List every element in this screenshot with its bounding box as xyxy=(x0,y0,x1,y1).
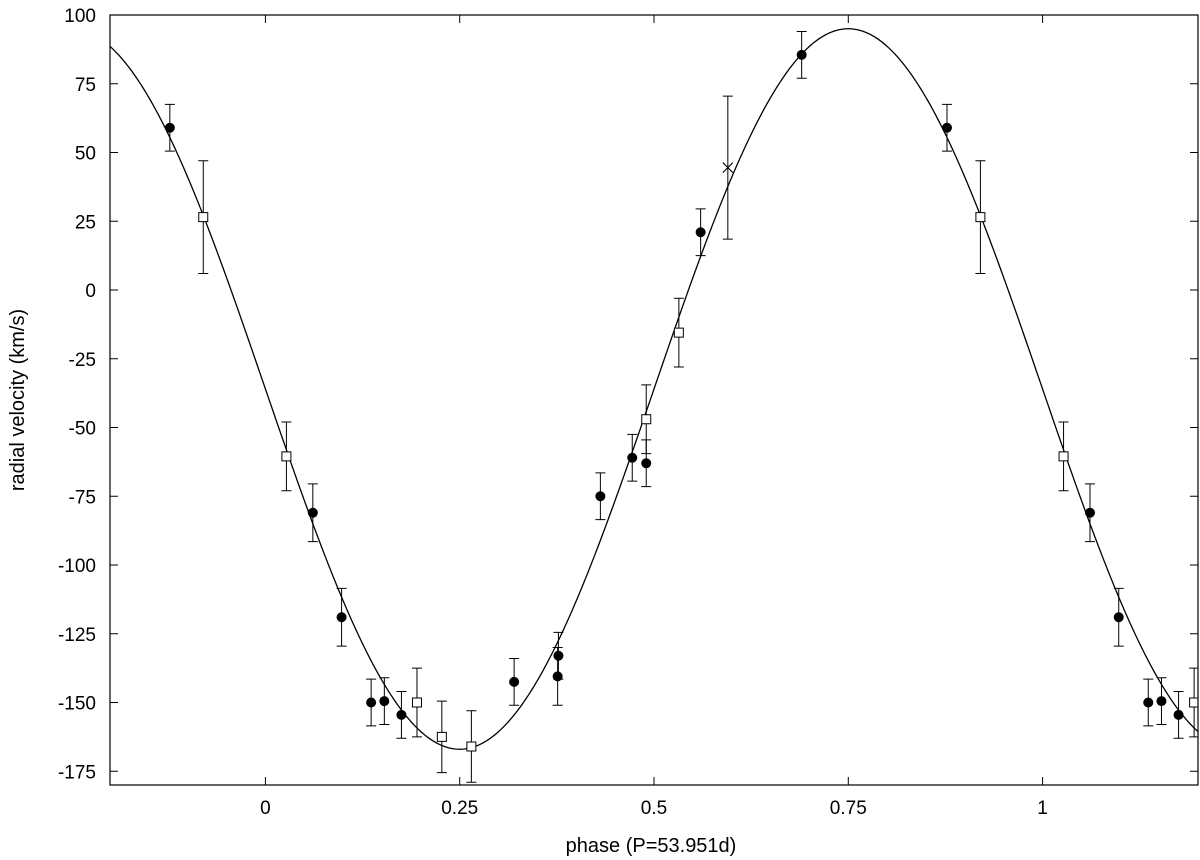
cross-stroke xyxy=(722,162,734,174)
fit-curve-line xyxy=(110,28,1198,750)
data-point-circle xyxy=(627,452,638,463)
data-point-square xyxy=(411,697,422,708)
data-point-circle xyxy=(1156,696,1167,707)
data-point-circle xyxy=(336,612,347,623)
data-point-circle xyxy=(307,507,318,518)
data-point-circle xyxy=(695,227,706,238)
data-point-circle xyxy=(1084,507,1095,518)
data-point-circle xyxy=(641,458,652,469)
data-point-circle xyxy=(509,676,520,687)
x-tick-label: 0 xyxy=(260,798,271,819)
y-tick-label: 100 xyxy=(64,6,96,27)
data-point-circle xyxy=(366,697,377,708)
data-point-square xyxy=(436,731,447,742)
data-point-square xyxy=(1058,451,1069,462)
y-tick-label: 75 xyxy=(75,75,96,96)
axis-ticks xyxy=(110,14,1198,785)
data-point-circle xyxy=(1173,709,1184,720)
data-point-circle xyxy=(164,122,175,133)
data-point-square xyxy=(281,451,292,462)
y-tick-label: -125 xyxy=(58,625,96,646)
data-point-square xyxy=(466,741,477,752)
y-tick-label: 50 xyxy=(75,144,96,165)
data-point-circle xyxy=(1113,612,1124,623)
data-point-circle xyxy=(941,122,952,133)
x-tick-label: 0.75 xyxy=(830,798,867,819)
y-tick-label: 0 xyxy=(85,281,96,302)
y-tick-label: -50 xyxy=(69,419,96,440)
data-point-circle xyxy=(552,671,563,682)
x-tick-label: 1 xyxy=(1037,798,1048,819)
data-point-circle xyxy=(396,709,407,720)
data-point-square xyxy=(641,414,652,425)
data-point-cross xyxy=(722,162,734,174)
x-tick-label: 0.5 xyxy=(641,798,667,819)
data-point-square xyxy=(673,327,684,338)
y-tick-label: -175 xyxy=(58,762,96,783)
tick-labels: 100 75 50 25 0 -25 -50 -75 -100 -125 -150 -175 0 0.25… xyxy=(58,6,1048,819)
data-point-circle xyxy=(553,650,564,661)
x-axis-title: phase (P=53.951d) xyxy=(566,835,737,857)
y-tick-label: -75 xyxy=(69,487,96,508)
fit-curve-layer xyxy=(110,28,1198,750)
y-tick-label: -100 xyxy=(58,556,96,577)
x-tick-label: 0.25 xyxy=(441,798,478,819)
data-point-circle xyxy=(595,491,606,502)
y-tick-label: -25 xyxy=(69,350,96,371)
data-point-square xyxy=(1189,697,1198,708)
plot-frame xyxy=(109,14,1199,786)
data-point-square xyxy=(198,212,209,223)
data-points-layer xyxy=(164,31,1198,783)
data-point-circle xyxy=(796,49,807,60)
data-point-square xyxy=(975,212,986,223)
y-tick-label: 25 xyxy=(75,212,96,233)
data-point-circle xyxy=(1143,697,1154,708)
y-tick-label: -150 xyxy=(58,694,96,715)
data-point-circle xyxy=(379,696,390,707)
y-axis-title: radial velocity (km/s) xyxy=(7,309,29,491)
